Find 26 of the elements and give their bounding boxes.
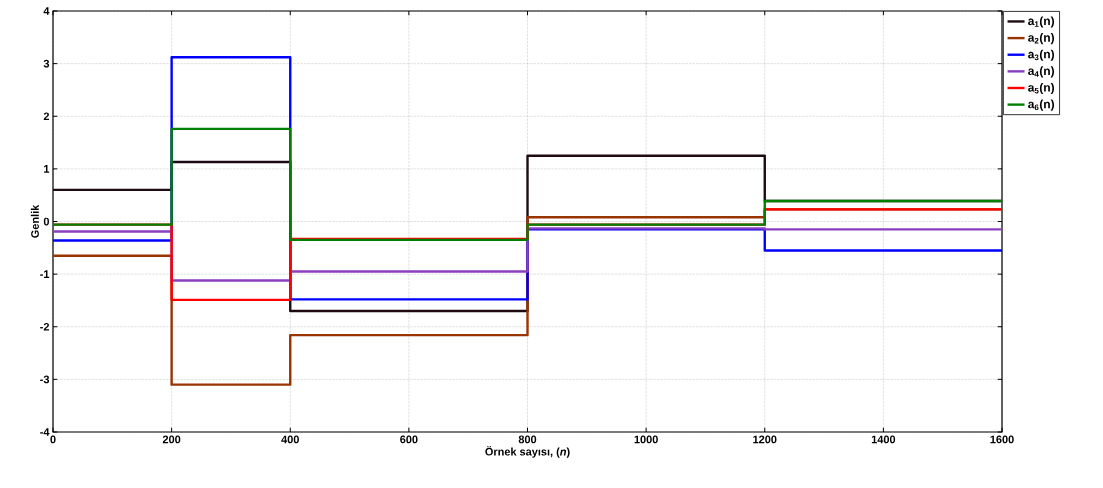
x-tick-label: 1400: [871, 435, 896, 444]
y-tick-label: 2: [43, 112, 50, 121]
x-tick-label: 600: [400, 435, 418, 444]
legend-label: a$_{3}$(n): [1028, 49, 1054, 61]
y-tick-label: 4: [43, 7, 50, 15]
x-tick-label: 800: [518, 435, 537, 444]
legend-label: a$_{6}$(n): [1028, 99, 1054, 111]
x-axis-title: Örnek sayısı, (n): [485, 446, 570, 458]
y-tick-label: 0: [43, 217, 50, 226]
x-tick-label: 0: [50, 435, 56, 444]
legend-label: a$_{2}$(n): [1028, 33, 1054, 45]
y-axis-title: Genlik: [30, 204, 39, 238]
y-tick-label: 1: [44, 165, 50, 173]
y-tick-label: -2: [40, 322, 50, 331]
legend-label: a$_{5}$(n): [1028, 82, 1054, 95]
x-tick-label: 1000: [634, 435, 658, 444]
legend-label: a$_{1}$(n): [1028, 16, 1054, 28]
x-tick-label: 1200: [753, 435, 777, 444]
y-tick-label: -4: [40, 428, 50, 436]
y-tick-label: -3: [40, 375, 50, 384]
legend-label: a$_{4}$(n): [1028, 66, 1054, 78]
x-tick-label: 1600: [990, 435, 1014, 444]
y-tick-label: 3: [43, 59, 50, 68]
x-tick-label: 400: [281, 435, 299, 444]
x-tick-label: 200: [162, 435, 181, 444]
y-tick-label: -1: [40, 270, 50, 278]
